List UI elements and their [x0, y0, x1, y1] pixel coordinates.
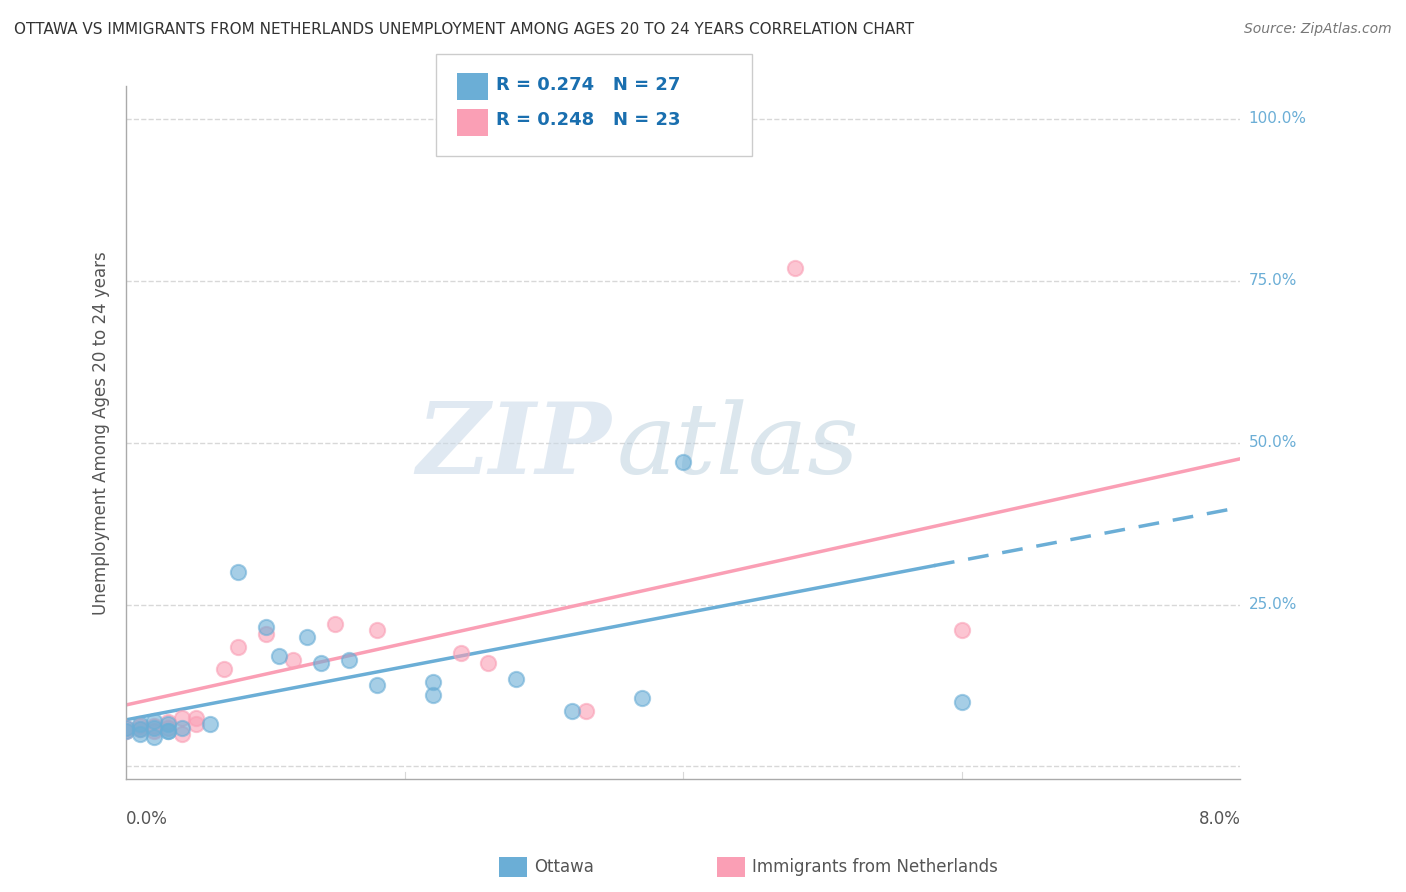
Point — [950, 695, 973, 709]
Text: 75.0%: 75.0% — [1249, 273, 1296, 288]
Point — [157, 717, 180, 731]
Point — [143, 714, 166, 728]
Text: Source: ZipAtlas.com: Source: ZipAtlas.com — [1244, 22, 1392, 37]
Point — [143, 731, 166, 745]
Point — [254, 626, 277, 640]
Text: Immigrants from Netherlands: Immigrants from Netherlands — [752, 858, 998, 876]
Text: 100.0%: 100.0% — [1249, 112, 1306, 127]
Text: Ottawa: Ottawa — [534, 858, 595, 876]
Point — [477, 656, 499, 670]
Text: R = 0.274   N = 27: R = 0.274 N = 27 — [496, 76, 681, 94]
Point — [422, 675, 444, 690]
Point — [170, 721, 193, 735]
Text: 25.0%: 25.0% — [1249, 597, 1296, 612]
Point — [129, 727, 152, 741]
Text: 50.0%: 50.0% — [1249, 435, 1296, 450]
Point — [170, 711, 193, 725]
Point — [115, 721, 138, 735]
Point — [184, 711, 207, 725]
Text: 8.0%: 8.0% — [1198, 810, 1240, 828]
Point — [450, 646, 472, 660]
Point — [630, 691, 652, 706]
Point — [170, 727, 193, 741]
Point — [337, 652, 360, 666]
Point — [143, 721, 166, 735]
Point — [297, 630, 319, 644]
Point — [115, 723, 138, 738]
Text: ZIP: ZIP — [416, 399, 610, 495]
Point — [561, 705, 583, 719]
Text: atlas: atlas — [616, 399, 859, 494]
Text: 0.0%: 0.0% — [127, 810, 169, 828]
Point — [184, 717, 207, 731]
Point — [115, 721, 138, 735]
Point — [505, 672, 527, 686]
Point — [283, 652, 305, 666]
Point — [198, 717, 221, 731]
Point — [143, 718, 166, 732]
Point — [422, 688, 444, 702]
Point — [157, 723, 180, 738]
Point — [129, 722, 152, 736]
Point — [129, 717, 152, 731]
Point — [366, 624, 388, 638]
Point — [129, 719, 152, 733]
Point — [157, 721, 180, 735]
Point — [143, 723, 166, 738]
Y-axis label: Unemployment Among Ages 20 to 24 years: Unemployment Among Ages 20 to 24 years — [93, 251, 110, 615]
Point — [254, 620, 277, 634]
Point — [309, 656, 332, 670]
Point — [226, 565, 249, 579]
Point — [226, 640, 249, 654]
Point — [157, 715, 180, 730]
Point — [115, 723, 138, 738]
Point — [129, 722, 152, 736]
Point — [672, 455, 695, 469]
Point — [157, 723, 180, 738]
Point — [323, 616, 346, 631]
Text: OTTAWA VS IMMIGRANTS FROM NETHERLANDS UNEMPLOYMENT AMONG AGES 20 TO 24 YEARS COR: OTTAWA VS IMMIGRANTS FROM NETHERLANDS UN… — [14, 22, 914, 37]
Point — [269, 649, 291, 664]
Point — [212, 662, 235, 676]
Point — [950, 624, 973, 638]
Text: R = 0.248   N = 23: R = 0.248 N = 23 — [496, 112, 681, 129]
Point — [575, 705, 598, 719]
Point — [783, 260, 806, 275]
Point — [366, 678, 388, 692]
